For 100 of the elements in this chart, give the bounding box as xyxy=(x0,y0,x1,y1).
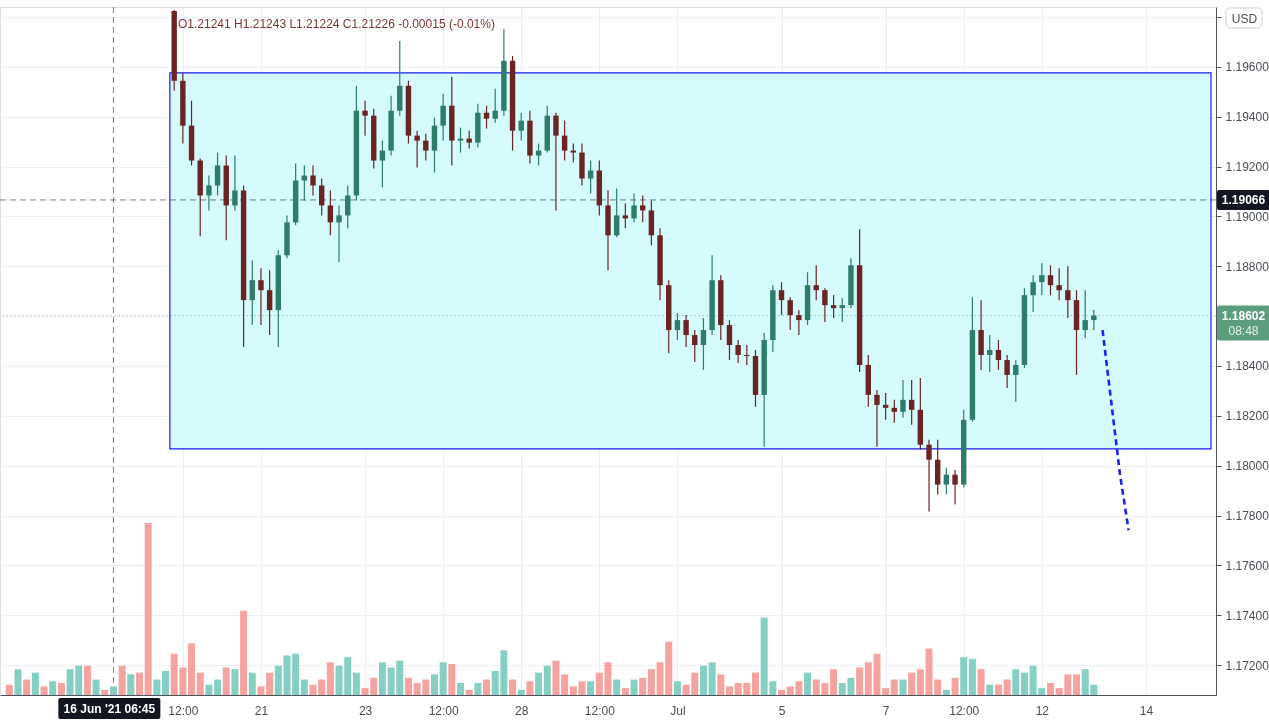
candlestick xyxy=(908,379,915,426)
candlestick xyxy=(639,194,646,223)
bar xyxy=(543,665,551,695)
bar xyxy=(899,679,907,695)
bar xyxy=(222,667,230,695)
bar xyxy=(326,662,334,695)
candlestick xyxy=(787,296,793,331)
bar xyxy=(1020,672,1028,695)
bar xyxy=(968,658,976,695)
bar xyxy=(404,677,412,695)
candlestick xyxy=(561,120,568,162)
y-axis-title: USD xyxy=(1231,11,1258,26)
x-tick-label: 12:00 xyxy=(168,703,199,718)
y-tick-label: 1.17400 xyxy=(1225,608,1269,623)
bar xyxy=(127,674,135,695)
candlestick xyxy=(379,140,386,189)
bar xyxy=(830,669,838,695)
bar xyxy=(1012,669,1020,695)
bar xyxy=(908,672,916,695)
candlestick xyxy=(926,439,932,513)
bar xyxy=(266,672,274,695)
bar xyxy=(725,686,733,695)
y-tick-label: 1.17800 xyxy=(1225,509,1269,524)
bar xyxy=(101,689,109,695)
bar xyxy=(951,677,959,695)
bar xyxy=(708,662,716,695)
bar xyxy=(92,679,100,695)
candlestick xyxy=(622,202,629,229)
bar xyxy=(439,662,447,695)
candlestick xyxy=(423,133,429,162)
candlestick xyxy=(327,189,334,236)
bar xyxy=(916,669,924,695)
bar xyxy=(1003,679,1011,695)
bar xyxy=(153,679,161,695)
x-tick-label: 16 Jun '21 06:45 xyxy=(63,701,156,716)
candlestick xyxy=(1030,274,1036,313)
annotation: O1.21241 H1.21243 L1.21224 C1.21226 -0.00015 (-0.01%) xyxy=(178,17,495,31)
bar xyxy=(49,681,57,695)
candlestick xyxy=(744,344,750,366)
candlestick xyxy=(1082,289,1088,339)
candlestick xyxy=(336,204,342,263)
bar xyxy=(942,689,950,695)
candlestick xyxy=(414,130,420,169)
bar xyxy=(378,662,386,695)
bar xyxy=(162,670,170,695)
bar xyxy=(352,672,360,695)
candlestick xyxy=(1065,265,1071,319)
candlestick xyxy=(839,297,845,323)
candlestick xyxy=(822,287,828,323)
bar xyxy=(630,679,638,695)
y-tick-label: 1.18200 xyxy=(1225,409,1269,424)
candlestick xyxy=(882,392,889,421)
candlestick xyxy=(483,105,490,130)
candlestick xyxy=(518,112,524,142)
x-tick-label: 21 xyxy=(254,703,269,718)
candlestick xyxy=(631,192,637,223)
y-tick-label: 1.19200 xyxy=(1225,160,1269,175)
bar xyxy=(188,643,196,695)
bar xyxy=(14,669,22,695)
candlestick xyxy=(952,469,958,506)
candlestick xyxy=(440,93,446,142)
bar xyxy=(196,672,204,695)
candlestick xyxy=(457,127,464,154)
y-tick-label: 1.18800 xyxy=(1225,259,1269,274)
bar xyxy=(621,688,629,695)
x-tick-label: 5 xyxy=(778,703,786,718)
bar xyxy=(977,669,985,695)
bar xyxy=(882,688,890,695)
bar xyxy=(300,679,308,695)
bar xyxy=(960,657,968,695)
bar xyxy=(994,684,1002,695)
bar xyxy=(535,672,543,695)
bar xyxy=(483,679,491,695)
bar xyxy=(509,679,517,695)
bar xyxy=(647,669,655,695)
x-tick-label: 7 xyxy=(882,703,890,718)
bar xyxy=(699,665,707,695)
bar xyxy=(457,682,464,695)
candlestick xyxy=(943,467,950,496)
bar xyxy=(257,686,265,695)
bar xyxy=(144,523,152,695)
bar xyxy=(639,677,647,695)
x-tick-label: 23 xyxy=(358,703,373,718)
bar xyxy=(1073,674,1081,695)
x-tick-label: Jul xyxy=(670,703,686,718)
candlestick xyxy=(1004,354,1010,389)
ref-line-label: 1.19066 xyxy=(1221,192,1266,207)
candlestick xyxy=(796,309,802,336)
bar xyxy=(248,672,256,695)
candlestick xyxy=(995,339,1002,371)
bar xyxy=(83,665,91,695)
candlestick xyxy=(587,159,594,195)
candlestick xyxy=(570,143,577,164)
candlestick xyxy=(249,259,255,326)
bar xyxy=(430,674,438,695)
bar xyxy=(205,684,213,695)
bar xyxy=(214,679,222,695)
bar xyxy=(40,686,48,695)
bar xyxy=(587,681,595,695)
candlestick xyxy=(692,329,698,363)
